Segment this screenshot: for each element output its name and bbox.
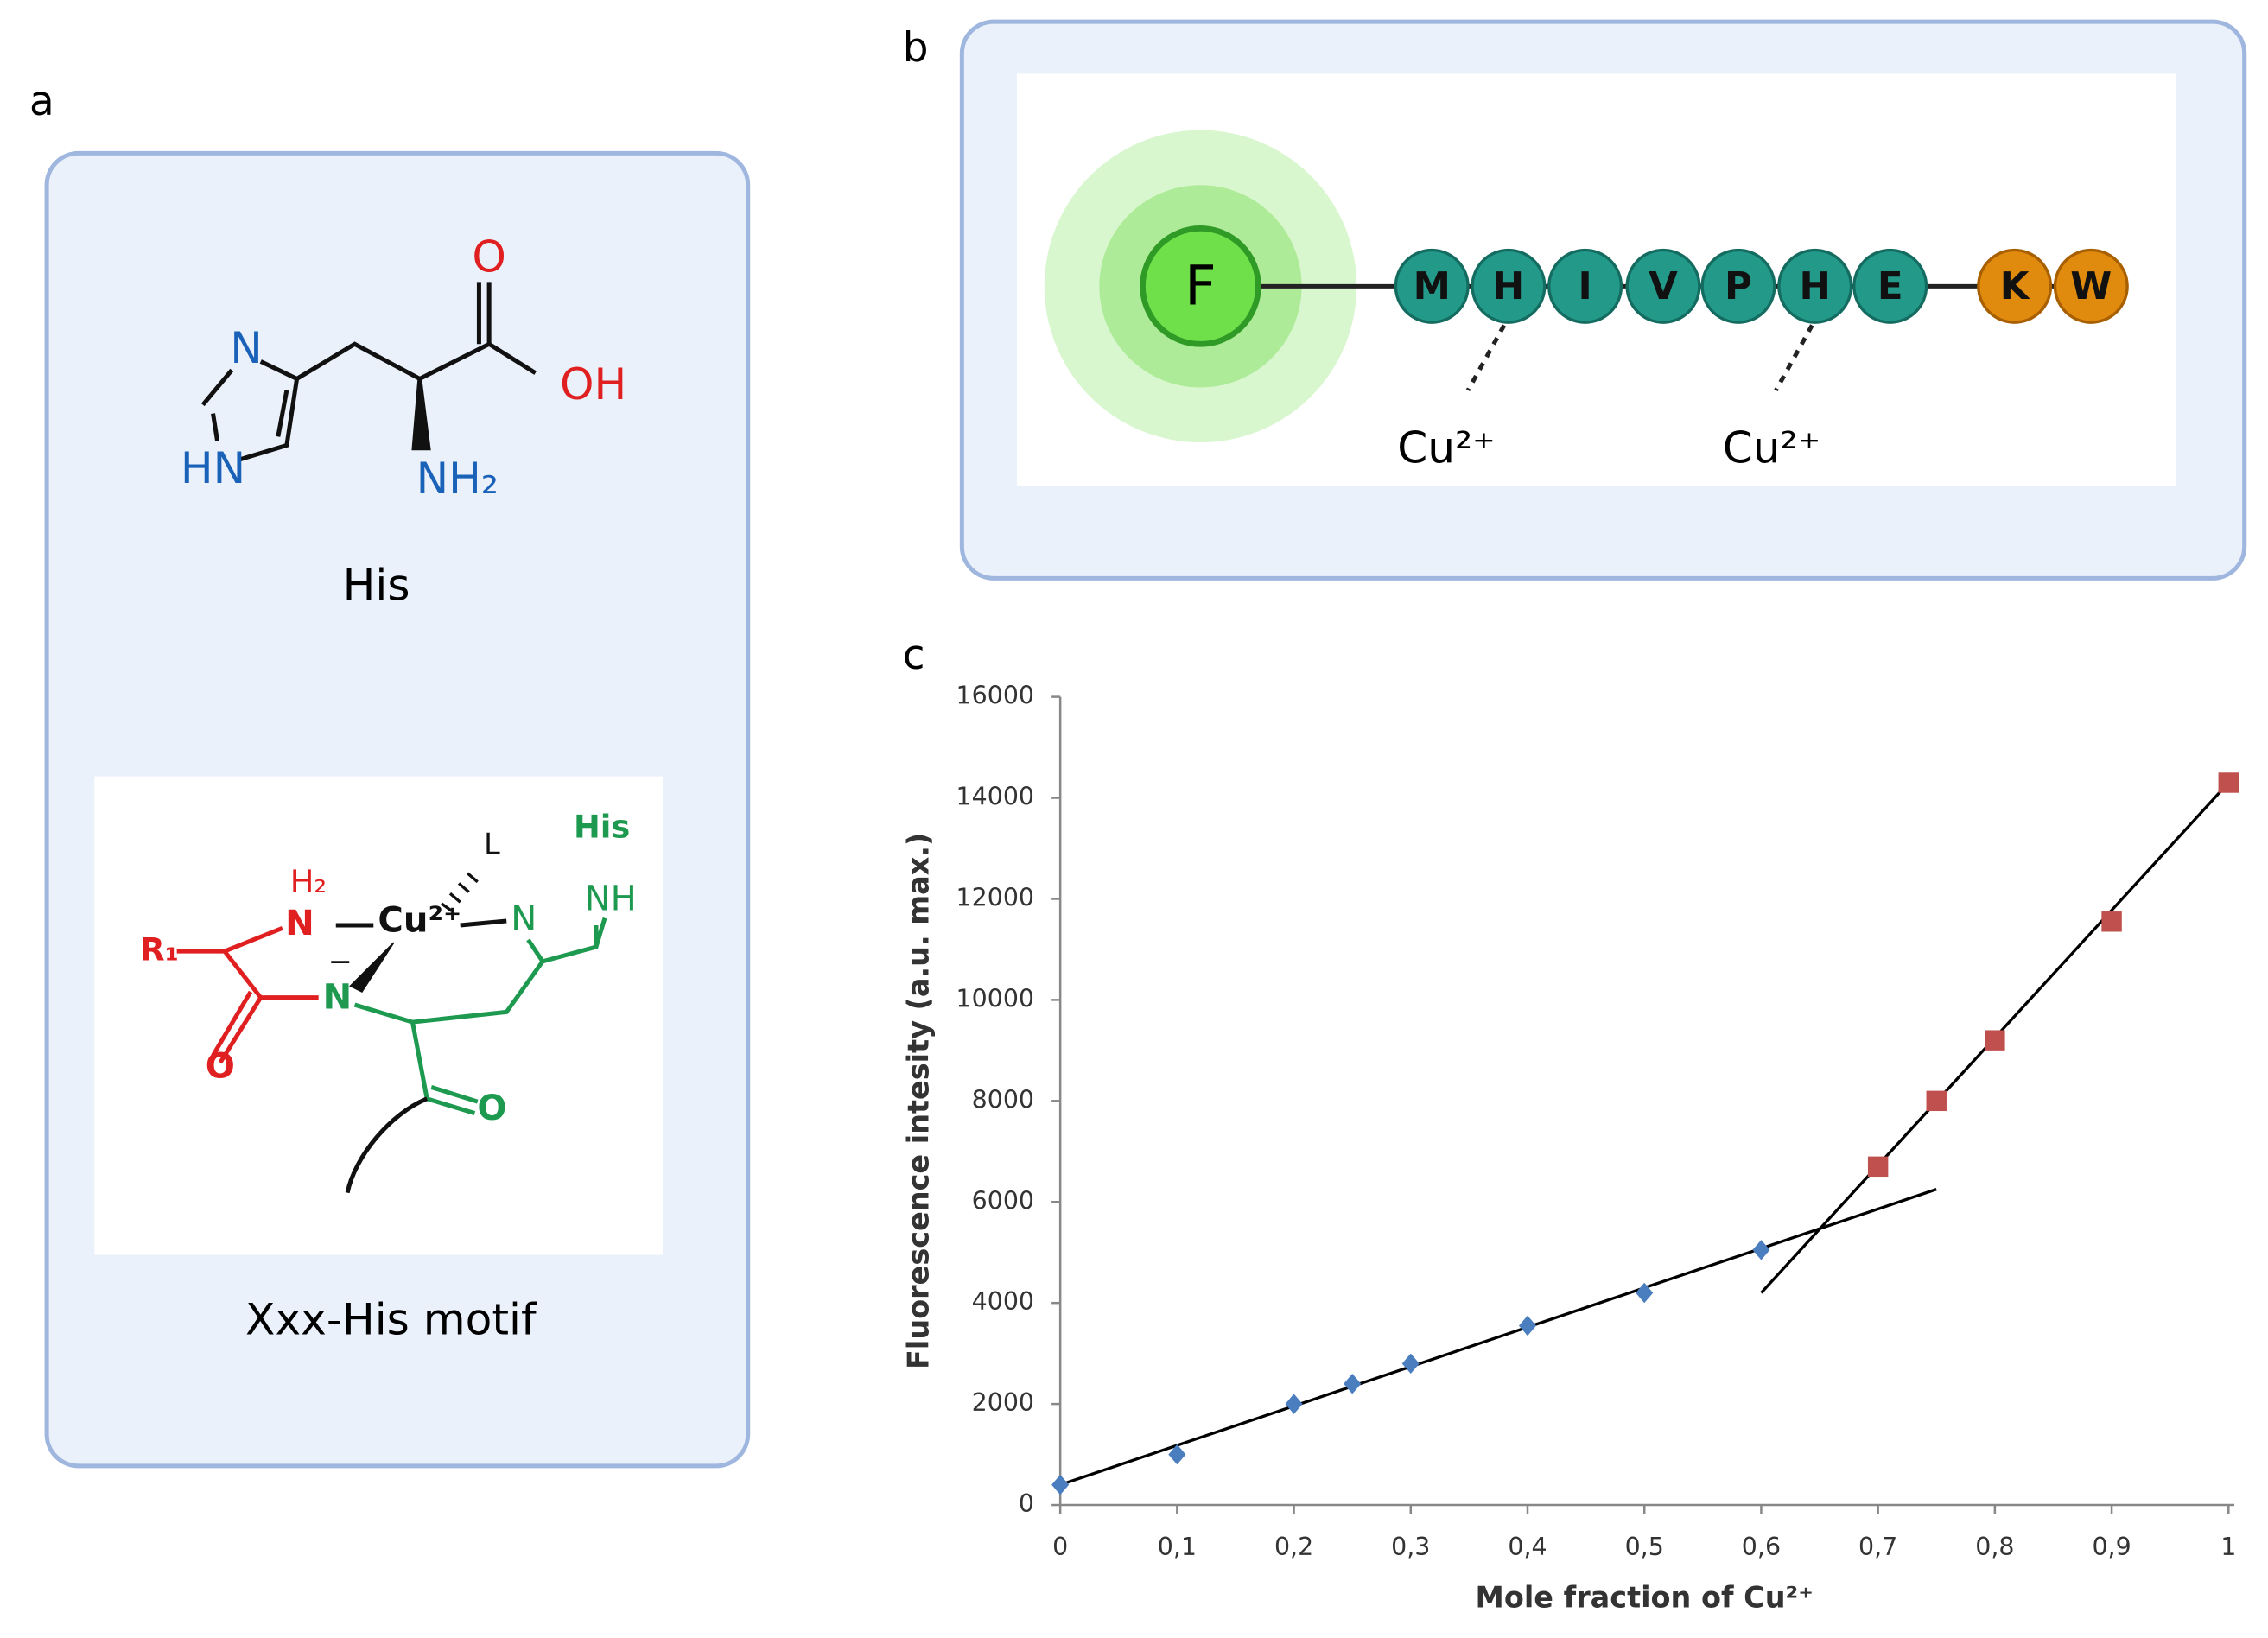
atom-label: H₂ bbox=[290, 863, 327, 900]
residue-label: W bbox=[2070, 265, 2112, 308]
motif-bonds bbox=[176, 872, 607, 1194]
fluorophore bbox=[1140, 225, 1261, 347]
atom-label: L bbox=[484, 827, 500, 860]
residue-bead bbox=[2053, 248, 2129, 324]
data-point bbox=[1401, 1353, 1420, 1375]
motif-box bbox=[94, 776, 663, 1255]
caption: His bbox=[343, 560, 410, 611]
x-tick-label: 0,1 bbox=[1158, 1533, 1197, 1561]
residue-label: E bbox=[1877, 265, 1903, 308]
residue-label: M bbox=[1414, 265, 1451, 308]
residue-label: V bbox=[1649, 265, 1678, 308]
x-tick-label: 0,5 bbox=[1625, 1533, 1664, 1561]
atom-label: O bbox=[472, 232, 506, 283]
data-point bbox=[1752, 1240, 1770, 1260]
x-tick-label: 0,8 bbox=[1975, 1533, 2014, 1561]
ion-label: Cu²⁺ bbox=[1723, 422, 1820, 473]
residue-bead bbox=[1700, 248, 1776, 324]
ion-label: Cu²⁺ bbox=[1397, 422, 1495, 473]
atom-label: His bbox=[574, 808, 630, 845]
atom-label: N bbox=[230, 322, 263, 373]
histidine-atoms: O OH N HN NH₂ bbox=[181, 232, 626, 504]
x-tick-label: 1 bbox=[2220, 1533, 2236, 1561]
atom-label: N bbox=[323, 977, 353, 1017]
fluorophore-label: F bbox=[1185, 253, 1217, 317]
y-tick-label: 2000 bbox=[972, 1388, 1034, 1417]
y-tick-label: 8000 bbox=[972, 1085, 1034, 1114]
residue-bead bbox=[1777, 248, 1853, 324]
atom-label: N bbox=[285, 904, 314, 943]
coordination bbox=[1465, 324, 1814, 392]
y-tick-label: 0 bbox=[1019, 1489, 1034, 1518]
x-axis-label: Mole fraction of Cu²⁺ bbox=[1476, 1580, 1814, 1614]
data-point bbox=[1285, 1394, 1303, 1414]
atom-label: O bbox=[206, 1047, 235, 1087]
x-tick-label: 0,9 bbox=[2092, 1533, 2131, 1561]
x-tick-label: 0,7 bbox=[1858, 1533, 1897, 1561]
residue-bead bbox=[1852, 248, 1928, 324]
data-point bbox=[1051, 1474, 1070, 1495]
panel-label: c bbox=[903, 632, 925, 679]
atom-label: NH bbox=[585, 879, 637, 919]
atom-label: HN bbox=[181, 442, 245, 493]
y-axis-label: Fluorescence intesity (a.u. max.) bbox=[901, 833, 935, 1369]
atom-label: N bbox=[511, 899, 537, 939]
residue-label: P bbox=[1725, 265, 1752, 308]
x-tick-label: 0,3 bbox=[1391, 1533, 1430, 1561]
x-tick-label: 0 bbox=[1052, 1533, 1068, 1561]
x-tick-label: 0,2 bbox=[1274, 1533, 1313, 1561]
y-tick-label: 12000 bbox=[956, 883, 1034, 911]
data-point bbox=[1985, 1030, 2005, 1051]
y-tick-label: 10000 bbox=[956, 984, 1034, 1013]
x-tick-label: 0,4 bbox=[1508, 1533, 1547, 1561]
chart: 0 2000 4000 6000 8000 10000 12000 14000 16000 0 0,… bbox=[901, 682, 2239, 1614]
y-tick-label: 16000 bbox=[956, 682, 1034, 710]
residue-label: H bbox=[1493, 265, 1524, 308]
atom-label: R₁ bbox=[140, 931, 178, 968]
residue-bead bbox=[1547, 248, 1623, 324]
data-point bbox=[1636, 1282, 1654, 1304]
data-point bbox=[1344, 1374, 1362, 1394]
y-tick-label: 14000 bbox=[956, 783, 1034, 811]
atom-label: O bbox=[477, 1089, 506, 1128]
residue-bead bbox=[1625, 248, 1701, 324]
residue-label: I bbox=[1579, 265, 1592, 308]
atom-label: − bbox=[328, 944, 353, 978]
data-point bbox=[1867, 1156, 1889, 1178]
panel-label: a bbox=[29, 79, 54, 125]
residue-label: H bbox=[1799, 265, 1830, 308]
caption: Xxx-His motif bbox=[245, 1294, 537, 1345]
panel-label: b bbox=[903, 25, 929, 72]
residue-label: K bbox=[2000, 265, 2031, 308]
x-tick-label: 0,6 bbox=[1742, 1533, 1781, 1561]
residue-bead bbox=[1394, 248, 1470, 324]
y-tick-label: 6000 bbox=[972, 1186, 1034, 1215]
data-point bbox=[1518, 1315, 1537, 1336]
data-point bbox=[2101, 911, 2122, 932]
residue-bead bbox=[1471, 248, 1547, 324]
data-point bbox=[2218, 772, 2239, 793]
atom-label: OH bbox=[560, 359, 626, 410]
data-point bbox=[1926, 1090, 1947, 1112]
y-tick-label: 4000 bbox=[972, 1287, 1034, 1316]
histidine-bonds bbox=[200, 282, 537, 462]
atom-label: Cu²⁺ bbox=[378, 901, 461, 941]
atom-label: NH₂ bbox=[416, 453, 499, 504]
fit-line bbox=[1059, 1188, 1937, 1487]
residue-bead bbox=[1977, 248, 2053, 324]
